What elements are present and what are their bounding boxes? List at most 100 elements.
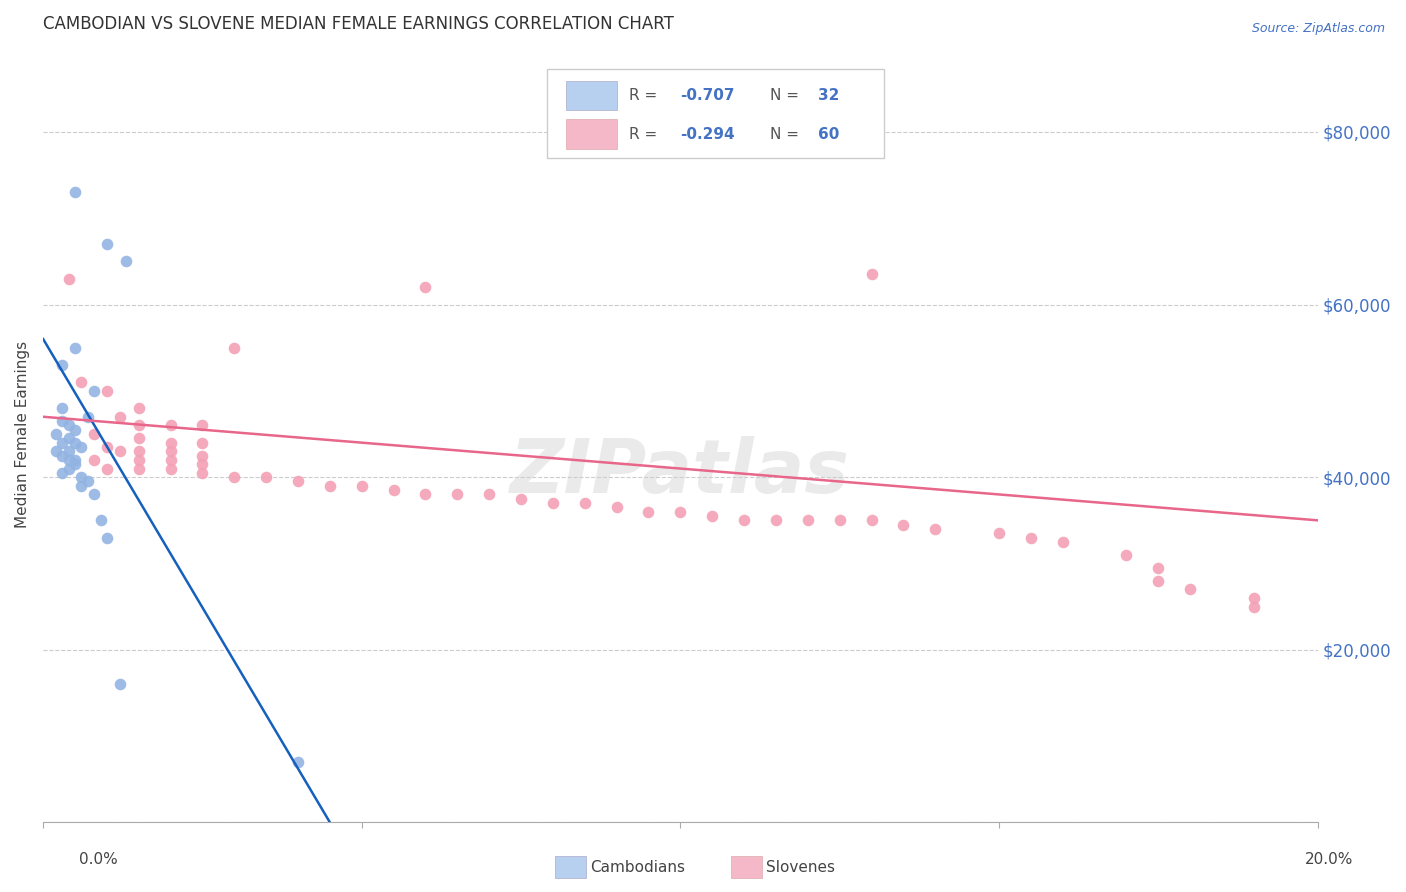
Text: R =: R = (630, 127, 662, 142)
Point (1147, 561, 1170, 575)
Text: N =: N = (769, 88, 803, 103)
Point (96, 440, 118, 454)
Point (159, 418, 181, 433)
Point (287, 475, 309, 489)
Text: Cambodians: Cambodians (591, 860, 686, 874)
Point (1019, 531, 1042, 545)
Point (63, 453, 86, 467)
Point (45, 427, 67, 442)
Point (987, 526, 1010, 541)
Point (83, 427, 105, 442)
Point (83, 453, 105, 467)
Point (51, 435, 73, 450)
Point (860, 513, 883, 527)
Point (58, 461, 80, 475)
Point (828, 513, 851, 527)
Text: ZIPatlas: ZIPatlas (510, 436, 851, 509)
Point (115, 254, 138, 268)
Point (1115, 548, 1137, 562)
Point (76, 409, 98, 424)
Point (574, 496, 596, 510)
Point (96, 384, 118, 398)
Point (128, 401, 150, 416)
Point (510, 491, 533, 506)
Point (415, 487, 437, 501)
Point (108, 444, 131, 458)
Point (90, 513, 112, 527)
Text: CAMBODIAN VS SLOVENE MEDIAN FEMALE EARNINGS CORRELATION CHART: CAMBODIAN VS SLOVENE MEDIAN FEMALE EARNI… (44, 15, 673, 33)
Point (128, 453, 150, 467)
Point (1178, 582, 1201, 597)
Point (76, 475, 98, 489)
FancyBboxPatch shape (565, 120, 617, 149)
Text: 32: 32 (818, 88, 839, 103)
Point (1243, 591, 1265, 605)
Point (51, 358, 73, 372)
Text: 0.0%: 0.0% (79, 852, 118, 867)
Point (350, 479, 373, 493)
Point (702, 508, 724, 523)
Point (58, 444, 80, 458)
Point (108, 409, 131, 424)
Point (51, 466, 73, 480)
Point (96, 237, 118, 252)
Text: N =: N = (769, 127, 803, 142)
Point (58, 431, 80, 445)
Point (191, 435, 214, 450)
Point (733, 513, 755, 527)
Point (51, 449, 73, 463)
Point (287, 755, 309, 769)
Text: 20.0%: 20.0% (1305, 852, 1353, 867)
Text: -0.707: -0.707 (681, 88, 735, 103)
Point (254, 470, 277, 484)
Point (83, 487, 105, 501)
Point (63, 435, 86, 450)
Point (224, 470, 246, 484)
Text: -0.294: -0.294 (681, 127, 735, 142)
Point (797, 513, 820, 527)
Point (478, 487, 501, 501)
Point (70, 470, 93, 484)
Point (58, 271, 80, 285)
Point (159, 444, 181, 458)
Point (128, 418, 150, 433)
Point (159, 461, 181, 475)
Text: Source: ZipAtlas.com: Source: ZipAtlas.com (1251, 22, 1385, 36)
Point (128, 461, 150, 475)
Point (191, 466, 214, 480)
Point (96, 461, 118, 475)
Point (1052, 535, 1074, 549)
Point (45, 444, 67, 458)
Point (58, 453, 80, 467)
FancyBboxPatch shape (565, 80, 617, 110)
Point (765, 513, 787, 527)
Point (224, 341, 246, 355)
Point (70, 440, 93, 454)
Point (415, 280, 437, 294)
Point (96, 531, 118, 545)
Point (63, 423, 86, 437)
Point (128, 444, 150, 458)
Point (669, 505, 692, 519)
FancyBboxPatch shape (547, 69, 884, 158)
Point (637, 505, 659, 519)
Point (382, 483, 405, 497)
Point (541, 496, 564, 510)
Point (1147, 574, 1170, 588)
Point (70, 479, 93, 493)
Point (191, 418, 214, 433)
Point (1243, 599, 1265, 614)
Point (51, 401, 73, 416)
Point (191, 457, 214, 471)
Point (924, 522, 946, 536)
Point (70, 376, 93, 390)
Point (128, 431, 150, 445)
Point (191, 449, 214, 463)
Text: Slovenes: Slovenes (766, 860, 835, 874)
Point (51, 414, 73, 428)
Text: 60: 60 (818, 127, 839, 142)
Point (58, 418, 80, 433)
Point (83, 384, 105, 398)
Point (63, 341, 86, 355)
Text: R =: R = (630, 88, 662, 103)
